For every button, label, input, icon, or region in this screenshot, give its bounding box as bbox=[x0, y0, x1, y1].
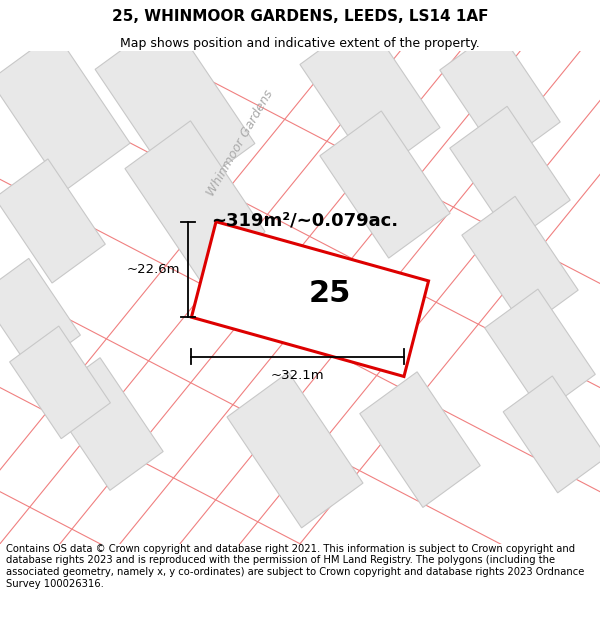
Polygon shape bbox=[10, 326, 110, 439]
Polygon shape bbox=[0, 32, 130, 191]
Polygon shape bbox=[462, 196, 578, 329]
Polygon shape bbox=[125, 121, 265, 279]
Polygon shape bbox=[485, 289, 595, 413]
Polygon shape bbox=[440, 28, 560, 164]
Polygon shape bbox=[47, 357, 163, 491]
Text: 25: 25 bbox=[309, 279, 351, 308]
Text: ~22.6m: ~22.6m bbox=[127, 263, 180, 276]
Polygon shape bbox=[300, 17, 440, 176]
Text: Map shows position and indicative extent of the property.: Map shows position and indicative extent… bbox=[120, 37, 480, 50]
Polygon shape bbox=[191, 222, 428, 376]
Polygon shape bbox=[450, 106, 570, 242]
Polygon shape bbox=[227, 372, 363, 528]
Text: 25, WHINMOOR GARDENS, LEEDS, LS14 1AF: 25, WHINMOOR GARDENS, LEEDS, LS14 1AF bbox=[112, 9, 488, 24]
Text: ~32.1m: ~32.1m bbox=[271, 369, 325, 382]
Polygon shape bbox=[95, 16, 255, 198]
Text: Whinmoor Gardens: Whinmoor Gardens bbox=[204, 88, 276, 198]
Polygon shape bbox=[0, 258, 80, 371]
Polygon shape bbox=[360, 372, 480, 508]
Polygon shape bbox=[0, 159, 106, 283]
Text: Contains OS data © Crown copyright and database right 2021. This information is : Contains OS data © Crown copyright and d… bbox=[6, 544, 584, 589]
Polygon shape bbox=[320, 111, 450, 258]
Polygon shape bbox=[503, 376, 600, 493]
Text: ~319m²/~0.079ac.: ~319m²/~0.079ac. bbox=[211, 212, 398, 230]
